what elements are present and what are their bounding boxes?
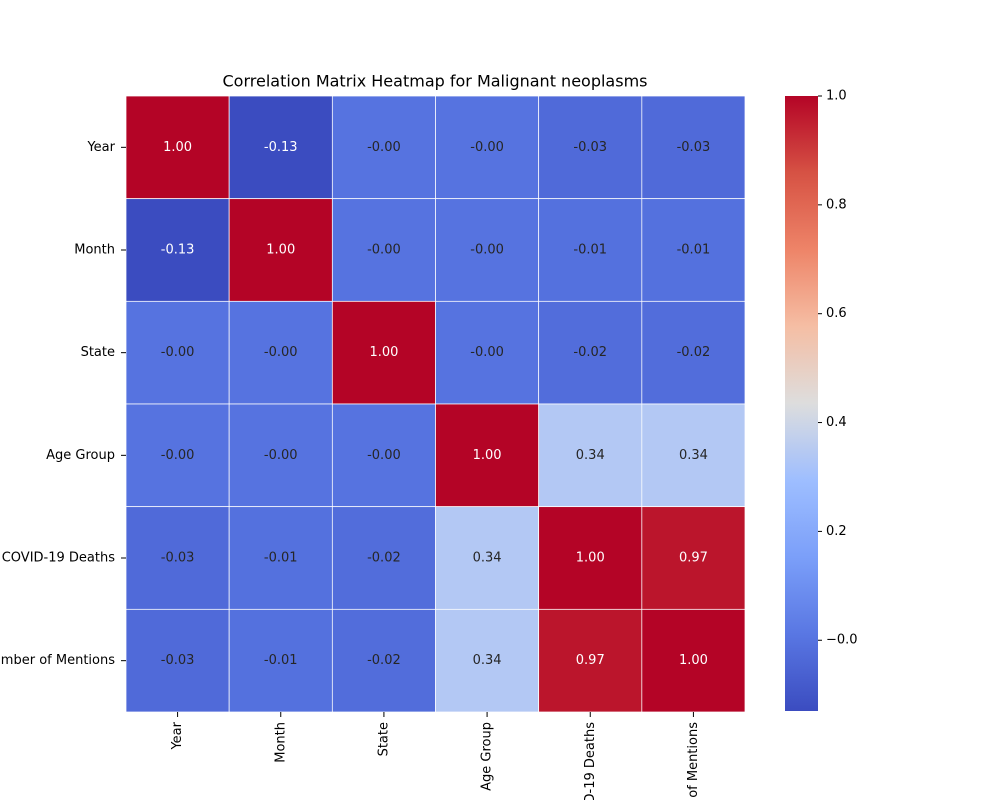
heatmap-cell (435, 608, 540, 713)
cell-label: 0.34 (679, 448, 708, 463)
heatmap-cell (435, 95, 540, 200)
colorbar-tick-label: 0.6 (826, 306, 847, 321)
heatmap-cell (331, 403, 436, 508)
colorbar-tick-label: −0.0 (826, 633, 858, 648)
heatmap-cell (228, 198, 333, 302)
cell-label: -0.03 (677, 140, 711, 155)
heatmap-cell (125, 506, 230, 610)
cell-label: -0.00 (161, 448, 195, 463)
heatmap-cell (125, 95, 230, 200)
cell-label: -0.00 (264, 448, 298, 463)
heatmap-cell (228, 95, 333, 200)
x-tick-label: Age Group (480, 722, 495, 791)
x-tick-label: Month (273, 722, 288, 763)
cell-label: -0.03 (573, 140, 607, 155)
cell-label: -0.00 (367, 448, 401, 463)
cell-label: -0.03 (161, 653, 195, 668)
x-tick-label: State (376, 722, 391, 756)
cell-label: -0.00 (470, 140, 504, 155)
y-tick-label: State (81, 345, 115, 360)
cell-label: 1.00 (369, 345, 398, 360)
x-tick-label: Number of Mentions (686, 722, 701, 800)
heatmap-cell (538, 608, 643, 713)
cell-label: 0.97 (576, 653, 605, 668)
heatmap-cell (538, 403, 643, 508)
colorbar-tick-label: 0.8 (826, 197, 847, 212)
cell-label: 1.00 (163, 140, 192, 155)
cell-label: -0.01 (573, 243, 607, 258)
cell-label: 0.34 (473, 653, 502, 668)
cell-label: 1.00 (473, 448, 502, 463)
cell-label: -0.00 (470, 243, 504, 258)
y-tick-label: Year (86, 140, 115, 155)
x-tick-label: COVID-19 Deaths (583, 722, 598, 800)
heatmap-cell (435, 198, 540, 302)
cell-label: -0.01 (264, 653, 298, 668)
cell-label: -0.01 (264, 551, 298, 566)
cell-label: -0.02 (573, 345, 607, 360)
cell-label: 0.34 (473, 551, 502, 566)
cell-label: -0.03 (161, 551, 195, 566)
cell-label: 1.00 (576, 551, 605, 566)
heatmap-cell (331, 95, 436, 200)
heatmap-cell (125, 300, 230, 405)
heatmap-cell (538, 506, 643, 610)
heatmap-cell (435, 403, 540, 508)
y-tick-label: Month (74, 243, 115, 258)
cell-label: -0.13 (161, 243, 195, 258)
heatmap-cell (641, 608, 746, 713)
cell-label: -0.00 (161, 345, 195, 360)
cell-label: 0.97 (679, 551, 708, 566)
cell-label: 0.34 (576, 448, 605, 463)
cell-label: -0.01 (677, 243, 711, 258)
cell-label: -0.00 (367, 243, 401, 258)
heatmap-cell (228, 403, 333, 508)
heatmap-cell (641, 403, 746, 508)
cell-label: -0.02 (367, 551, 401, 566)
heatmap-cell (125, 403, 230, 508)
chart-title: Correlation Matrix Heatmap for Malignant… (223, 72, 648, 91)
heatmap-cell (641, 95, 746, 200)
cell-label: -0.02 (367, 653, 401, 668)
heatmap-cell (641, 300, 746, 405)
heatmap-cell (435, 506, 540, 610)
cell-label: -0.00 (470, 345, 504, 360)
heatmap-cell (641, 198, 746, 302)
heatmap-cell (331, 506, 436, 610)
heatmap-cell (228, 300, 333, 405)
x-tick-label: Year (170, 721, 185, 750)
cell-label: 1.00 (679, 653, 708, 668)
heatmap-cell (641, 506, 746, 610)
y-tick-label: COVID-19 Deaths (2, 551, 115, 566)
cell-label: 1.00 (266, 243, 295, 258)
y-tick-label: Age Group (46, 448, 115, 463)
heatmap-cell (538, 95, 643, 200)
heatmap-cell (125, 608, 230, 713)
colorbar-tick-label: 0.2 (826, 524, 847, 539)
cell-label: -0.00 (264, 345, 298, 360)
heatmap-cell (331, 300, 436, 405)
heatmap-cell (538, 300, 643, 405)
cell-label: -0.00 (367, 140, 401, 155)
y-tick-label: Number of Mentions (0, 653, 115, 668)
cell-label: -0.02 (677, 345, 711, 360)
cell-label: -0.13 (264, 140, 298, 155)
colorbar (785, 96, 818, 711)
heatmap-cell (435, 300, 540, 405)
colorbar-tick-label: 1.0 (826, 89, 847, 104)
colorbar-tick-label: 0.4 (826, 415, 847, 430)
